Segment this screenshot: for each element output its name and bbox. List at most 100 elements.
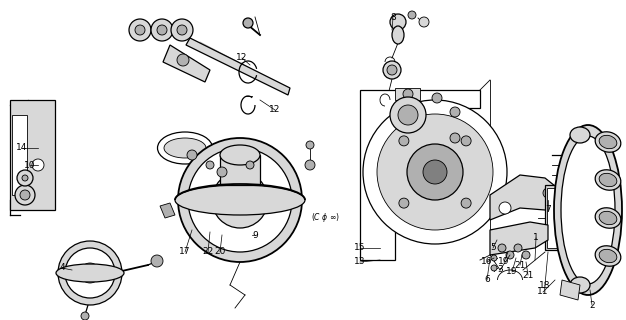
Circle shape — [65, 248, 115, 298]
Circle shape — [243, 18, 253, 28]
Circle shape — [363, 100, 507, 244]
Ellipse shape — [554, 125, 622, 295]
Circle shape — [58, 241, 122, 305]
Ellipse shape — [595, 170, 621, 190]
Polygon shape — [490, 175, 560, 220]
Ellipse shape — [56, 264, 124, 282]
Text: 21: 21 — [515, 260, 526, 269]
Ellipse shape — [570, 277, 590, 293]
Circle shape — [383, 61, 401, 79]
Ellipse shape — [599, 211, 617, 225]
Text: 13: 13 — [354, 258, 366, 267]
Circle shape — [187, 150, 197, 160]
Circle shape — [151, 255, 163, 267]
Circle shape — [461, 136, 471, 146]
Circle shape — [450, 133, 460, 143]
Text: 18: 18 — [539, 281, 551, 290]
Text: 12: 12 — [236, 53, 248, 62]
Circle shape — [390, 97, 426, 133]
Text: 7: 7 — [545, 205, 551, 214]
Circle shape — [20, 190, 30, 200]
Circle shape — [543, 188, 553, 198]
Circle shape — [135, 25, 145, 35]
Circle shape — [387, 65, 397, 75]
Circle shape — [399, 136, 409, 146]
Circle shape — [399, 198, 409, 208]
Circle shape — [377, 114, 493, 230]
Circle shape — [80, 263, 100, 283]
Ellipse shape — [220, 145, 260, 165]
Text: 12: 12 — [269, 106, 280, 115]
Circle shape — [499, 202, 511, 214]
Bar — [547, 188, 561, 248]
Circle shape — [403, 89, 413, 99]
Text: 6: 6 — [484, 276, 490, 284]
Polygon shape — [560, 280, 580, 300]
Circle shape — [398, 105, 418, 125]
Text: 20: 20 — [214, 247, 226, 257]
Text: 8: 8 — [390, 13, 396, 22]
Circle shape — [432, 93, 442, 103]
Polygon shape — [160, 203, 175, 218]
Circle shape — [506, 251, 514, 259]
Circle shape — [306, 141, 314, 149]
Text: 10: 10 — [24, 161, 36, 170]
Bar — [545, 185, 563, 250]
Text: 5: 5 — [490, 244, 496, 252]
Text: 2: 2 — [589, 300, 595, 309]
Polygon shape — [395, 88, 420, 100]
Ellipse shape — [599, 135, 617, 149]
Text: $(C\ \phi\ \infty)$: $(C\ \phi\ \infty)$ — [310, 212, 339, 225]
Ellipse shape — [599, 249, 617, 263]
Circle shape — [419, 17, 429, 27]
Circle shape — [32, 159, 44, 171]
Circle shape — [151, 19, 173, 41]
Circle shape — [514, 244, 522, 252]
Ellipse shape — [570, 127, 590, 143]
Ellipse shape — [595, 246, 621, 266]
Polygon shape — [360, 90, 480, 260]
Circle shape — [246, 161, 254, 169]
Circle shape — [212, 172, 268, 228]
Bar — [10, 100, 55, 210]
Circle shape — [461, 198, 471, 208]
Circle shape — [522, 251, 530, 259]
Circle shape — [17, 170, 33, 186]
Circle shape — [491, 255, 497, 261]
Circle shape — [177, 54, 189, 66]
Text: 11: 11 — [537, 287, 549, 297]
Ellipse shape — [175, 185, 305, 215]
Circle shape — [157, 25, 167, 35]
Text: 9: 9 — [252, 230, 258, 239]
Circle shape — [423, 160, 447, 184]
Circle shape — [390, 14, 406, 30]
Text: 21: 21 — [522, 270, 534, 279]
Circle shape — [81, 312, 89, 320]
Circle shape — [171, 19, 193, 41]
Ellipse shape — [392, 26, 404, 44]
Ellipse shape — [561, 136, 615, 284]
Circle shape — [217, 167, 227, 177]
Text: 1: 1 — [533, 234, 539, 243]
Text: 14: 14 — [16, 143, 28, 153]
Bar — [220, 155, 260, 185]
Text: 3: 3 — [497, 266, 503, 275]
Circle shape — [177, 25, 187, 35]
Circle shape — [15, 185, 35, 205]
Text: 22: 22 — [202, 247, 213, 257]
Circle shape — [129, 19, 151, 41]
Text: 17: 17 — [179, 247, 191, 257]
Circle shape — [226, 186, 254, 214]
Text: 4: 4 — [59, 263, 65, 273]
Circle shape — [305, 160, 315, 170]
Polygon shape — [490, 222, 548, 255]
Ellipse shape — [158, 132, 212, 164]
Circle shape — [188, 148, 292, 252]
Circle shape — [22, 175, 28, 181]
Circle shape — [498, 244, 506, 252]
Circle shape — [491, 265, 497, 271]
Text: 19: 19 — [498, 258, 510, 267]
Circle shape — [450, 107, 460, 117]
Circle shape — [408, 11, 416, 19]
Ellipse shape — [595, 208, 621, 228]
